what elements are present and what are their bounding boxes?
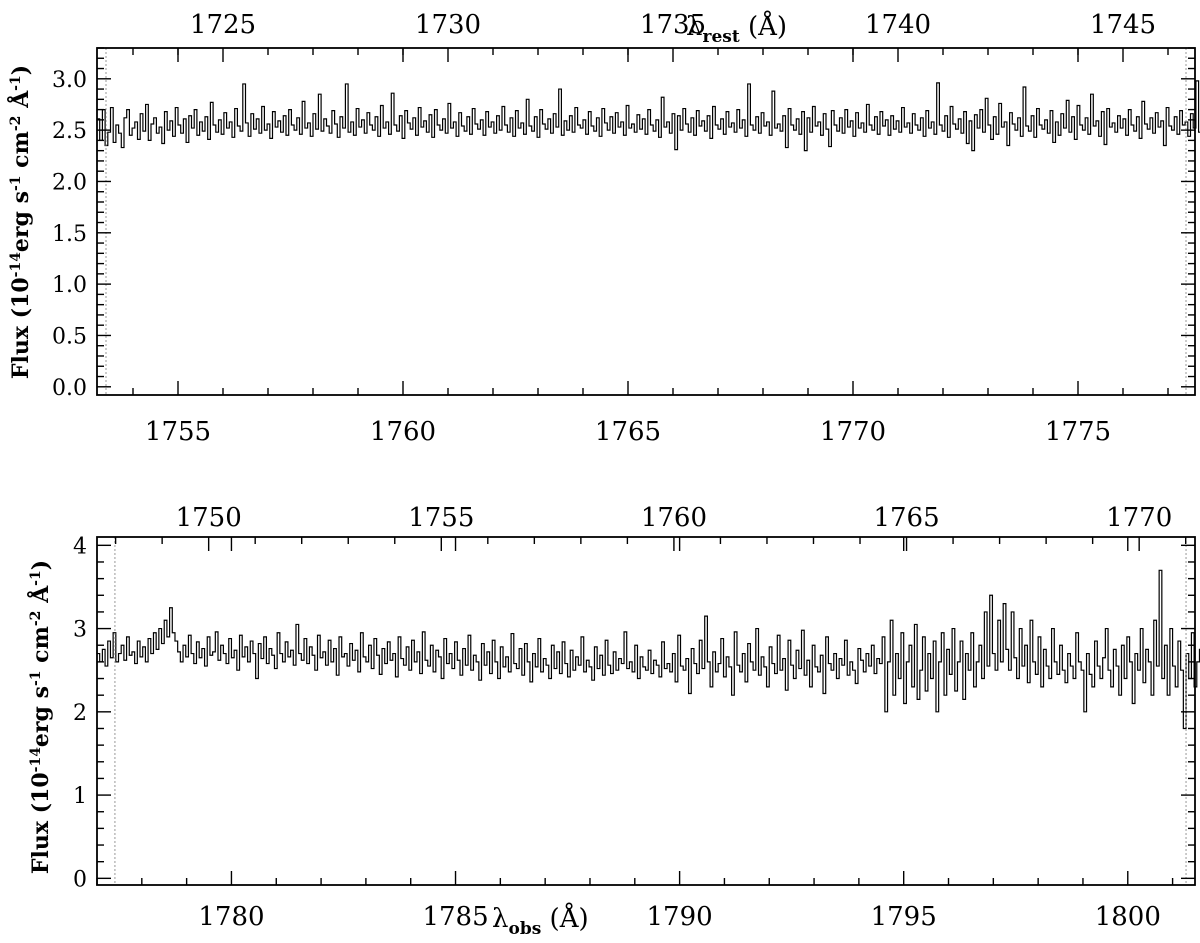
bottom-y-axis-label: Flux (10-14erg s-1 cm-2 Å-1): [27, 560, 54, 874]
bottom-spectrum-layer: [97, 569, 1200, 730]
bottom-reference-lines: [114, 537, 1187, 885]
top-axis-ticks: 1755 1760 1765 1770 1775 1725 1730 1735 1740 1745…: [52, 10, 1195, 447]
top-tick-label: 1745: [1090, 10, 1156, 40]
x-tick-label: 1785: [422, 902, 488, 932]
spectrum-series-1-0: [97, 569, 1200, 730]
bottom-plot-frame: [96, 536, 1196, 886]
y-tick-label: 2: [73, 701, 87, 726]
top-spectrum-panel: 1755 1760 1765 1770 1775 1725 1730 1735 1740 1745…: [7, 10, 1200, 447]
y-tick-label: 3: [73, 618, 87, 643]
x-tick-label: 1800: [1095, 902, 1161, 932]
x-tick-label: 1760: [370, 417, 436, 447]
top-tick-label: 1760: [641, 503, 707, 533]
x-tick-label: 1795: [871, 902, 937, 932]
top-tick-label: 1750: [176, 503, 242, 533]
y-tick-label: 0.5: [52, 324, 87, 349]
top-reference-lines: [105, 48, 1187, 395]
top-rest-axis-label: λrest (Å): [686, 10, 787, 47]
y-tick-label: 0.0: [52, 376, 87, 401]
top-tick-label: 1735: [640, 10, 706, 40]
bottom-obs-axis-label: λobs (Å): [492, 902, 589, 939]
x-tick-label: 1790: [647, 902, 713, 932]
x-tick-label: 1755: [145, 417, 211, 447]
bottom-axis-ticks: 1780 1785 1790 1795 1800 1750 1755 1760 1765 1770…: [73, 503, 1195, 932]
top-y-axis-label: Flux (10-14erg s-1 cm-2 Å-1): [7, 65, 34, 379]
top-tick-label: 1730: [415, 10, 481, 40]
top-spectrum-layer: [97, 80, 1200, 152]
y-tick-label: 1.0: [52, 273, 87, 298]
top-tick-label: 1770: [1106, 503, 1172, 533]
top-tick-label: 1725: [190, 10, 256, 40]
y-tick-label: 2.5: [52, 119, 87, 144]
y-tick-label: 1.5: [52, 222, 87, 247]
x-tick-label: 1780: [198, 902, 264, 932]
top-tick-label: 1740: [865, 10, 931, 40]
y-tick-label: 2.0: [52, 170, 87, 195]
top-plot-frame: [96, 47, 1196, 396]
y-tick-label: 4: [73, 534, 87, 559]
top-tick-label: 1755: [408, 503, 474, 533]
x-tick-label: 1770: [820, 417, 886, 447]
y-tick-label: 1: [73, 784, 87, 809]
x-tick-label: 1775: [1045, 417, 1111, 447]
bottom-spectrum-panel: 1780 1785 1790 1795 1800 1750 1755 1760 1765 1770…: [27, 503, 1200, 939]
x-tick-label: 1765: [595, 417, 661, 447]
spectrum-series-0-0: [97, 80, 1200, 152]
y-tick-label: 0: [73, 867, 87, 892]
top-tick-label: 1765: [873, 503, 939, 533]
y-tick-label: 3.0: [52, 68, 87, 93]
